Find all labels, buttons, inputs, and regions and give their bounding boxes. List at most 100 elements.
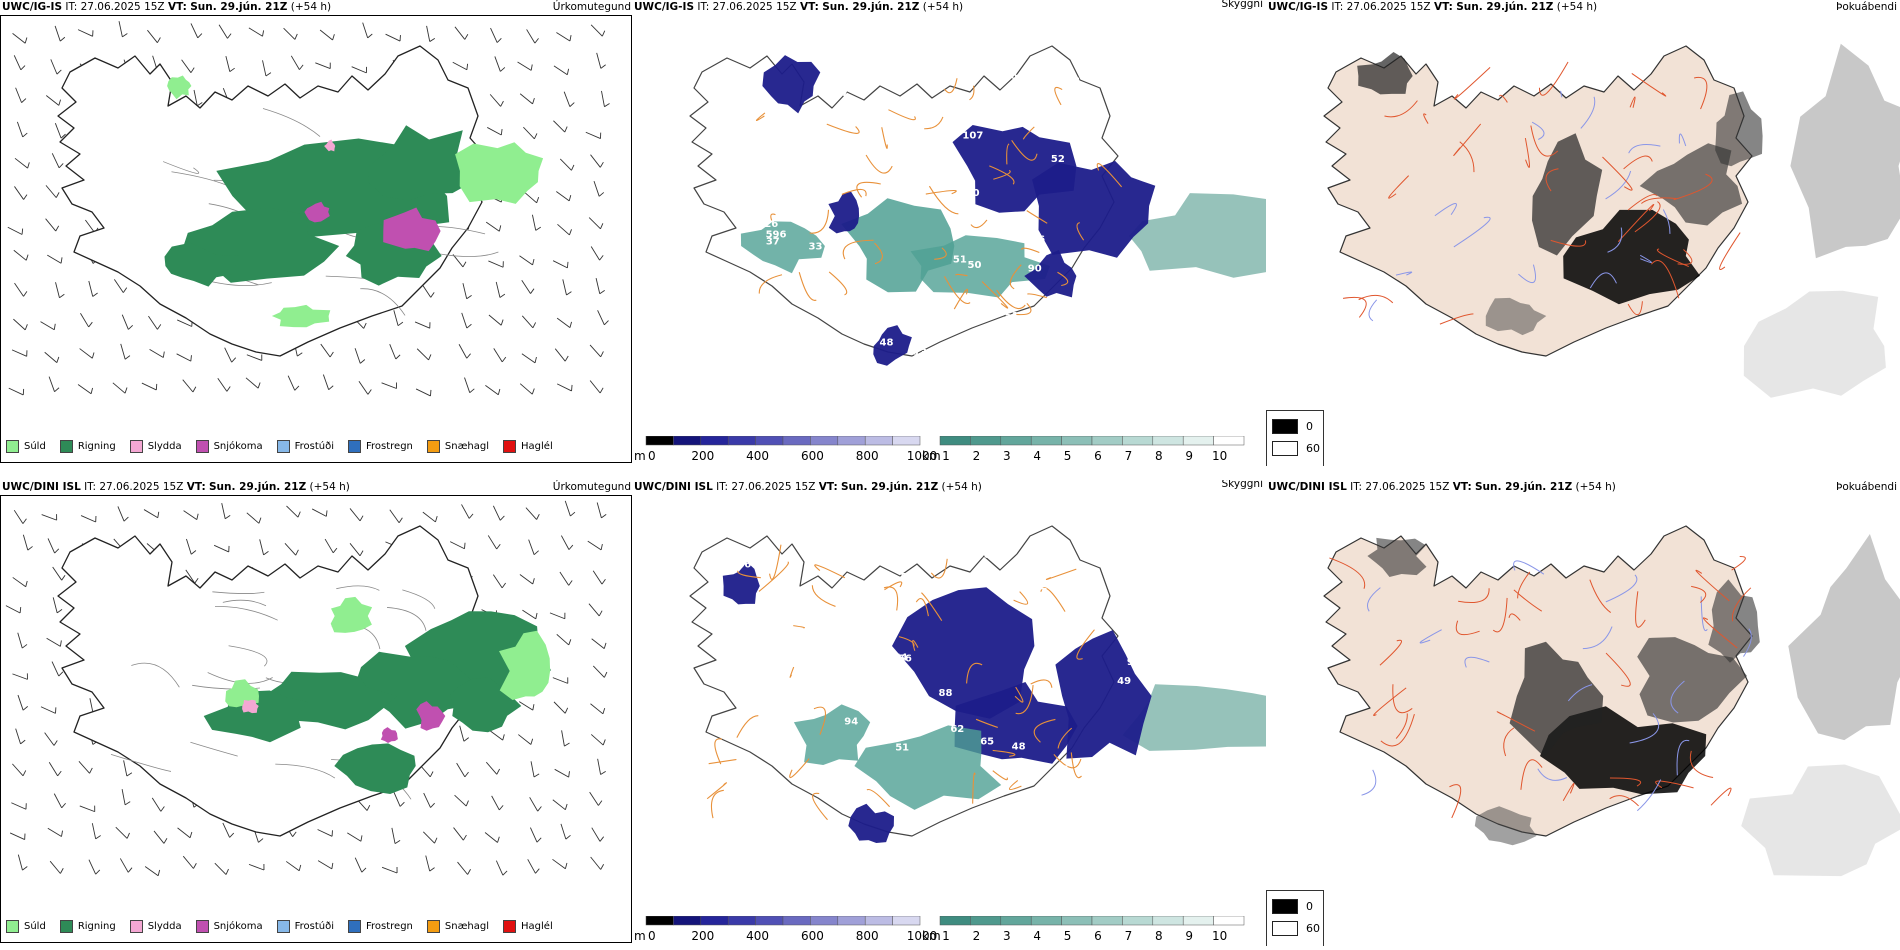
- panel-header: UWC/IG-IS IT: 27.06.2025 15Z VT: Sun. 29…: [634, 1, 964, 13]
- legend-swatch: [129, 920, 143, 933]
- visibility-value-label: 82: [812, 275, 826, 286]
- colorbar-bin: [810, 916, 839, 926]
- colorbar-tick: 4: [1033, 449, 1041, 463]
- colorbar-bin: [1030, 916, 1062, 926]
- visibility-value-label: 94: [844, 717, 858, 728]
- visibility-value-label: 53: [1118, 140, 1132, 151]
- visibility-value-label: 96: [1127, 657, 1141, 668]
- colorbar-tick: 800: [856, 929, 879, 943]
- legend-label: Rigning: [77, 921, 116, 932]
- colorbar-bin: [1152, 436, 1184, 446]
- precip-type-map: [7, 21, 610, 397]
- legend-label: Súld: [24, 441, 46, 452]
- fog-low-label: 0: [1306, 900, 1313, 913]
- fog-index-legend: 0 60: [1266, 410, 1324, 466]
- visibility-value-label: 42: [858, 633, 872, 644]
- legend-swatch: [503, 920, 517, 933]
- colorbar-bin: [700, 436, 729, 446]
- visibility-map: 63 88 56 61 56 65 64 50 62 62 49 96 63 70 42 46 48 188 51 1…: [689, 525, 1266, 843]
- fog-index-map: [1323, 525, 1900, 877]
- colorbar-unit: km: [922, 449, 941, 463]
- legend-item: Snjókoma: [195, 920, 263, 933]
- product-title: Úrkomutegund: [552, 481, 631, 493]
- dini-fog-index-panel: UWC/DINI ISL IT: 27.06.2025 15Z VT: Sun.…: [1266, 480, 1900, 946]
- colorbar-bin: [782, 916, 811, 926]
- colorbar-tick: 3: [1003, 449, 1011, 463]
- visibility-value-label: 90: [1028, 264, 1042, 275]
- visibility-value-label: 132: [913, 348, 934, 359]
- colorbar-unit: m: [634, 929, 646, 943]
- panel-header: UWC/IG-IS IT: 27.06.2025 15Z VT: Sun. 29…: [2, 1, 332, 13]
- legend-swatch: [6, 440, 19, 453]
- legend-swatch: [426, 920, 440, 933]
- visibility-value-label: 48: [879, 337, 893, 348]
- colorbar-bin: [1000, 436, 1032, 446]
- visibility-value-label: 56: [898, 653, 912, 664]
- legend-item: Haglél: [503, 920, 553, 933]
- product-title: Úrkomutegund: [552, 1, 631, 13]
- legend-swatch: [426, 440, 440, 453]
- legend-swatch: [59, 440, 73, 453]
- legend-label: Slydda: [147, 441, 182, 452]
- legend-item: Frostregn: [348, 920, 413, 933]
- fog-low-swatch: [1272, 899, 1298, 914]
- visibility-value-label: 37: [766, 236, 780, 247]
- colorbar-tick: 400: [746, 449, 769, 463]
- colorbar-tick: 10: [1212, 449, 1227, 463]
- visibility-value-label: 51: [1005, 311, 1019, 322]
- visibility-value-label: 50: [968, 260, 982, 271]
- legend-item: Súld: [6, 920, 46, 933]
- product-title: Þokuábendi: [1836, 481, 1897, 493]
- visibility-value-label: 88: [938, 688, 952, 699]
- dini-precip-type-panel: UWC/DINI ISL IT: 27.06.2025 15Z VT: Sun.…: [0, 480, 634, 946]
- legend-swatch: [276, 920, 290, 933]
- legend-label: Haglél: [521, 921, 553, 932]
- colorbar-tick: 5: [1064, 929, 1072, 943]
- legend-item: Frostúði: [276, 440, 334, 453]
- visibility-value-label: 02: [1066, 76, 1080, 87]
- legend-swatch: [195, 920, 209, 933]
- colorbar-bin: [970, 436, 1002, 446]
- colorbar-tick: 1: [942, 929, 950, 943]
- visibility-value-label: 32: [1084, 126, 1098, 137]
- colorbar-bin: [837, 436, 866, 446]
- legend-label: Slydda: [147, 921, 182, 932]
- precip-type-legend: Súld Rigning Slydda Snjókoma Frostúði Frostre…: [6, 920, 567, 933]
- visibility-value-label: 126: [757, 219, 778, 230]
- visibility-value-label: 63: [1081, 600, 1095, 611]
- legend-item: Rigning: [59, 920, 116, 933]
- visibility-value-label: 49: [1117, 676, 1131, 687]
- panel-header: UWC/DINI ISL IT: 27.06.2025 15Z VT: Sun.…: [1268, 481, 1616, 493]
- colorbar-bin: [755, 916, 784, 926]
- visibility-value-label: 52: [1051, 154, 1065, 165]
- panel-header: UWC/DINI ISL IT: 27.06.2025 15Z VT: Sun.…: [634, 481, 982, 493]
- visibility-value-label: 56: [781, 308, 795, 319]
- fog-index-legend: 0 60: [1266, 890, 1324, 946]
- colorbar-bin: [673, 916, 702, 926]
- colorbar-tick: 800: [856, 449, 879, 463]
- colorbar-tick: 9: [1185, 929, 1193, 943]
- visibility-value-label: 48: [901, 687, 915, 698]
- legend-label: Frostúði: [294, 921, 334, 932]
- visibility-value-label: 206: [944, 175, 965, 186]
- legend-label: Snjókoma: [213, 921, 263, 932]
- visibility-value-label: 62: [1160, 831, 1174, 842]
- colorbar-tick: 9: [1185, 449, 1193, 463]
- fog-low-swatch: [1272, 419, 1298, 434]
- colorbar-bin: [892, 436, 921, 446]
- colorbar-tick: 200: [691, 449, 714, 463]
- colorbar-tick: 6: [1094, 449, 1102, 463]
- visibility-value-label: 47: [825, 290, 839, 301]
- colorbar-bin: [1182, 436, 1214, 446]
- visibility-value-label: 42: [1037, 613, 1051, 624]
- panel-header: UWC/IG-IS IT: 27.06.2025 15Z VT: Sun. 29…: [1268, 1, 1598, 13]
- colorbar-tick: 5: [1064, 449, 1072, 463]
- colorbar-bin: [1122, 916, 1154, 926]
- colorbar-tick: 0: [648, 449, 656, 463]
- colorbar-bin: [673, 436, 702, 446]
- colorbar-bin: [970, 916, 1002, 926]
- legend-item: Snæhagl: [426, 920, 489, 933]
- product-title: Skyggni: [1221, 480, 1264, 490]
- visibility-value-label: 50: [905, 716, 919, 727]
